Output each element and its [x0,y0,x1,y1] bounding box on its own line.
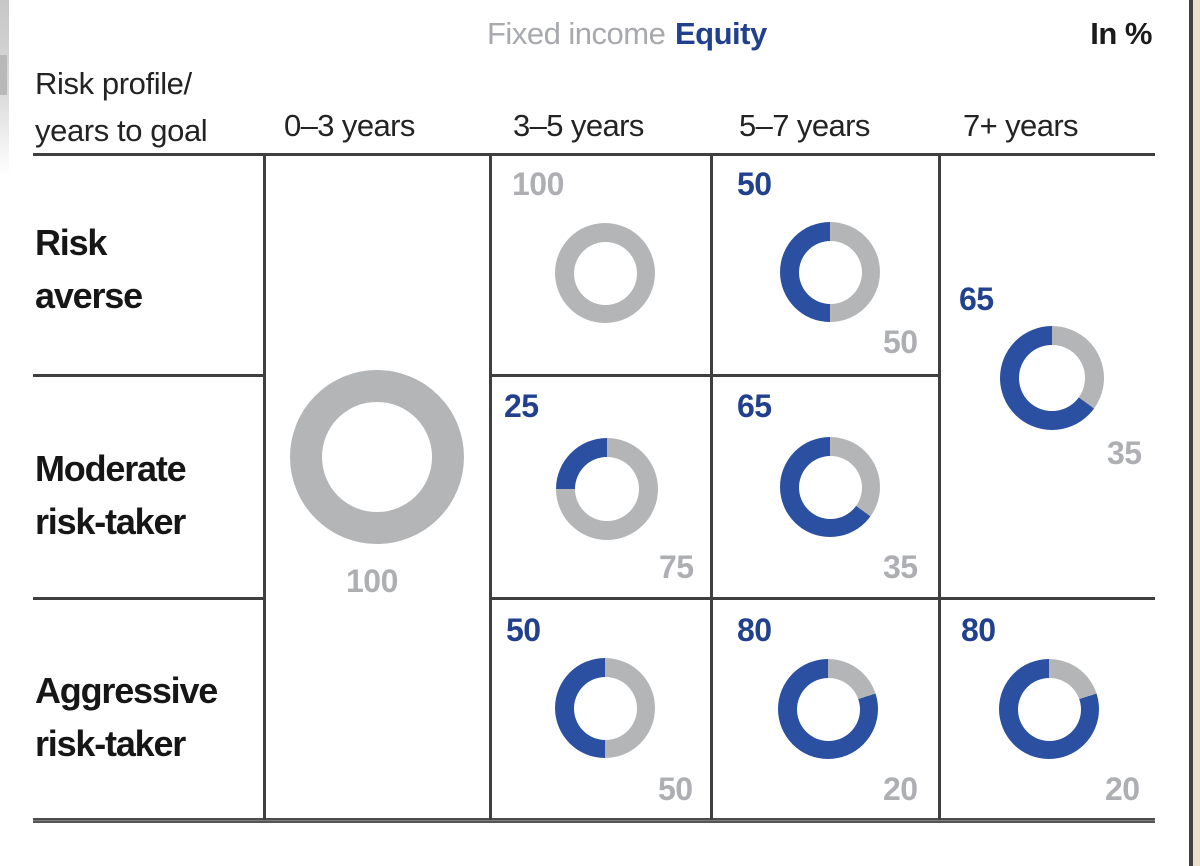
row-label-line: risk-taker [35,501,186,542]
grid-line-col1 [263,153,266,820]
value-fixed-income: 50 [658,771,693,807]
value-fixed-income: 75 [659,549,694,585]
value-fixed-income: 20 [883,771,918,807]
legend-equity: Equity [675,16,767,51]
donut-all-rows-0-3-years [290,370,464,544]
donut-aggressive-7plus-years [999,659,1099,759]
value-fixed-income: 35 [883,549,918,585]
value-equity: 80 [737,612,772,648]
donut-hole [573,241,637,305]
value-fixed-income: 35 [1107,435,1142,471]
donut-hole [573,676,637,740]
grid-line-col3 [710,153,713,820]
row-label-line: Aggressive [35,670,218,711]
value-equity: 50 [506,612,541,648]
column-header-3-5-years: 3–5 years [513,108,644,143]
donut-moderate-5-7-years [780,437,880,537]
grid-line-row1 [490,374,940,377]
value-equity: 80 [961,612,996,648]
row-label-line: averse [35,275,143,316]
value-equity: 50 [737,166,772,202]
value-fixed-income: 50 [883,324,918,360]
grid-line-top [33,153,1155,156]
row-label-moderate-risk-taker: Moderate risk-taker [35,442,187,548]
corner-header-line2: years to goal [35,113,208,148]
value-equity: 65 [959,281,994,317]
grid-line-col4 [938,153,941,820]
grid-line-row2 [490,597,1155,600]
value-equity: 65 [737,388,772,424]
row-label-line: Risk [35,222,107,263]
row-label-line: Moderate [35,448,187,489]
donut-hole [574,456,640,522]
donut-moderate-3-5-years [556,438,658,540]
donut-merged-7plus-years [1000,326,1104,430]
donut-hole [322,402,432,512]
row-label-aggressive-risk-taker: Aggressive risk-taker [35,664,218,770]
donut-hole [798,240,862,304]
column-header-5-7-years: 5–7 years [739,108,870,143]
donut-hole [1019,345,1085,411]
column-header-7plus-years: 7+ years [963,108,1079,143]
grid-line-row2-label [33,597,265,600]
column-header-0-3-years: 0–3 years [284,108,415,143]
donut-hole [1017,677,1081,741]
donut-hole [796,677,860,741]
row-label-risk-averse: Risk averse [35,216,143,322]
donut-aggressive-3-5-years [555,658,655,758]
unit-label: In % [1090,16,1152,51]
donut-hole [798,455,862,519]
value-fixed-income: 20 [1105,771,1140,807]
corner-header-line1: Risk profile/ [35,66,192,101]
grid-line-row1-label [33,374,265,377]
grid-line-col2 [489,153,492,820]
value-fixed-income: 100 [512,166,564,202]
right-window-edge-background [1193,0,1200,866]
value-fixed-income: 100 [346,563,398,599]
row-label-line: risk-taker [35,723,186,764]
grid-line-bottom [33,818,1155,823]
donut-risk-averse-5-7-years [780,222,880,322]
donut-risk-averse-3-5-years [555,223,655,323]
value-equity: 25 [504,388,539,424]
legend-fixed-income: Fixed income [487,16,666,51]
left-edge-mark [0,55,7,95]
corner-header: Risk profile/ years to goal [35,60,208,154]
right-window-border [1189,0,1193,866]
donut-aggressive-5-7-years [778,659,878,759]
